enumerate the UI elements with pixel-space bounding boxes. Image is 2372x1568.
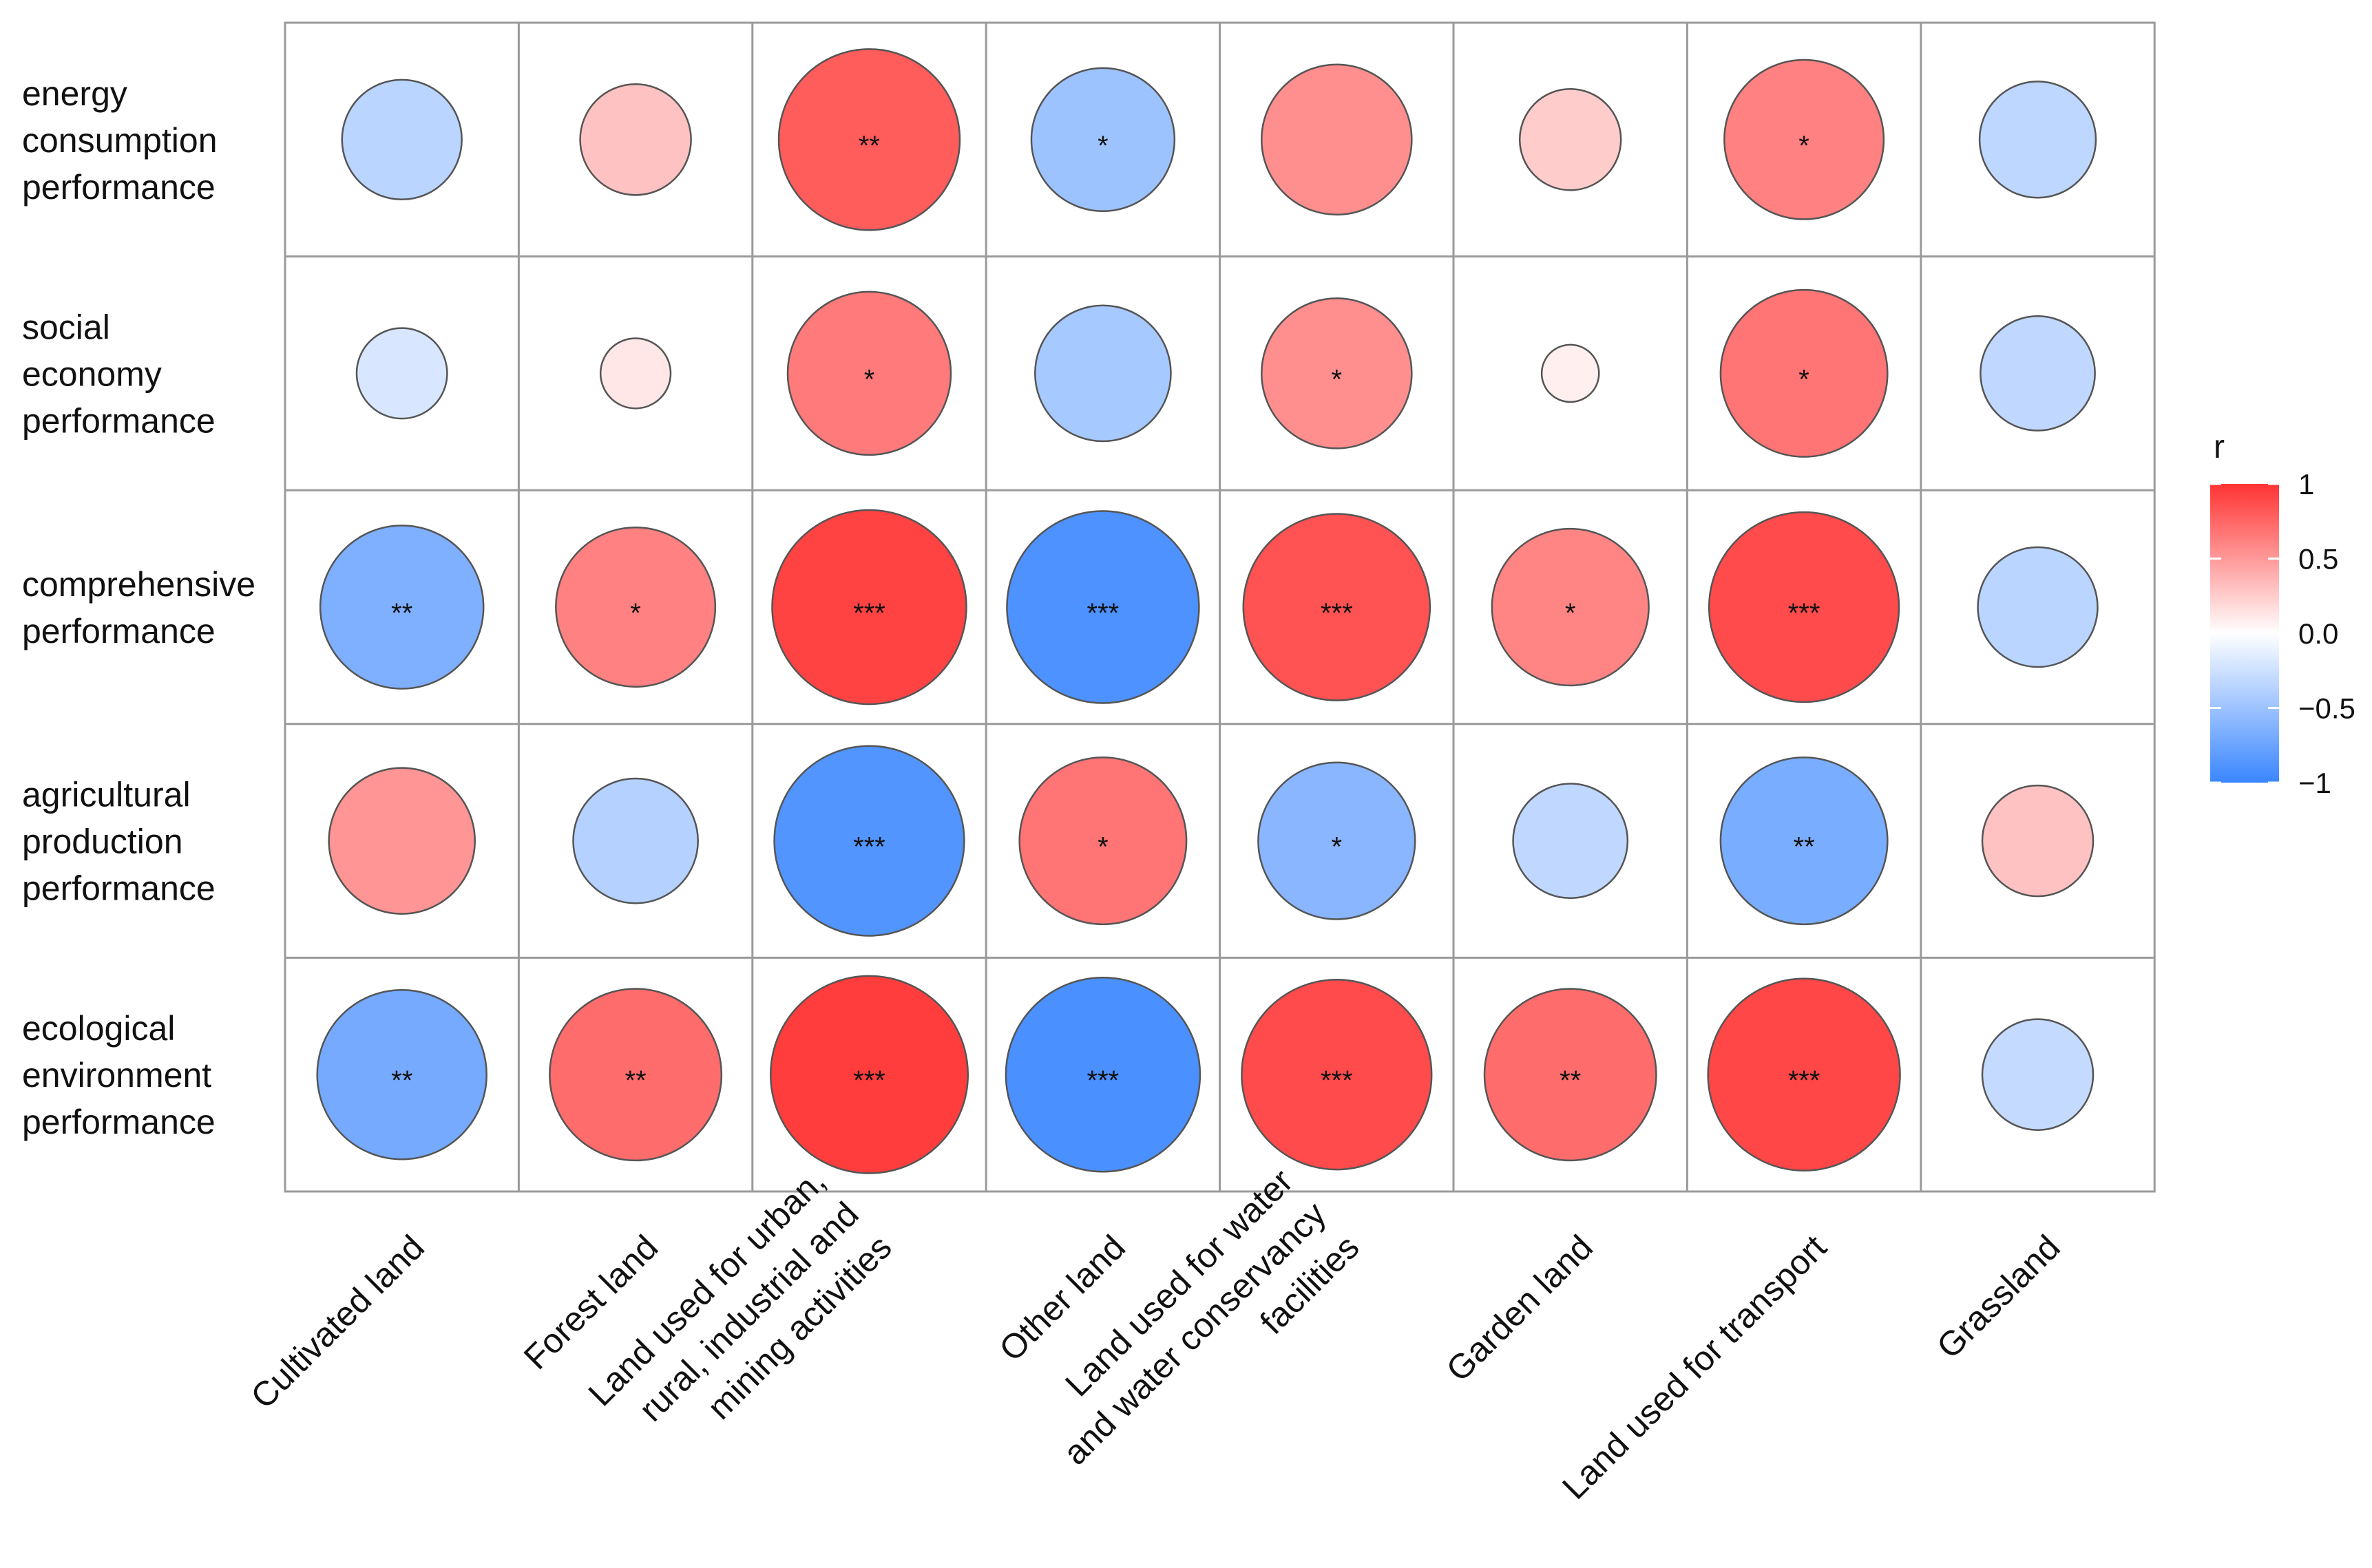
corr-circle xyxy=(1708,511,1900,703)
row-label: energy consumption performance xyxy=(22,74,218,206)
column-label: Cultivated land xyxy=(243,1228,431,1416)
column-label: Land used for urban,rural, industrial an… xyxy=(581,1161,899,1479)
significance-mark: * xyxy=(1332,364,1343,394)
legend-ticks: 1 0.5 0.0 −0.5 −1 xyxy=(2210,468,2355,799)
significance-mark: *** xyxy=(1321,1066,1353,1096)
row-label: social economy performance xyxy=(22,308,216,440)
significance-mark: * xyxy=(1798,131,1809,161)
corr-circle xyxy=(1723,59,1885,220)
significance-mark: ** xyxy=(625,1066,647,1096)
corr-circle xyxy=(572,777,699,904)
legend-tick-label: −0.5 xyxy=(2298,692,2355,725)
column-label: Garden land xyxy=(1439,1228,1600,1389)
corr-circle xyxy=(773,745,965,937)
significance-mark: ** xyxy=(1794,832,1815,862)
column-label: Land used for waterand water conservancy… xyxy=(1022,1161,1366,1505)
corr-circle xyxy=(777,48,961,231)
corr-circle xyxy=(1980,315,2096,432)
legend-tick-label: 1 xyxy=(2298,468,2314,500)
corr-circle xyxy=(316,988,487,1161)
corr-circle xyxy=(549,988,723,1162)
corr-circle xyxy=(599,337,672,410)
column-label-text: Land used for urban,rural, industrial an… xyxy=(581,1161,899,1479)
corr-circle xyxy=(1707,977,1901,1172)
column-label-text: Land used for transport xyxy=(1555,1228,1834,1507)
corr-circle xyxy=(555,527,717,688)
significance-mark: * xyxy=(1565,598,1576,628)
corr-circle xyxy=(1483,988,1657,1162)
significance-mark: * xyxy=(1332,832,1343,862)
corr-circle xyxy=(1242,513,1431,701)
corr-circle xyxy=(1977,546,2099,668)
significance-mark: *** xyxy=(1321,598,1353,628)
significance-mark: *** xyxy=(853,832,885,862)
column-label-text: Garden land xyxy=(1439,1228,1600,1389)
significance-mark: *** xyxy=(1087,1066,1120,1096)
row-label: agricultural production performance xyxy=(22,776,216,908)
significance-mark: ** xyxy=(391,598,412,628)
row-label: comprehensive performance xyxy=(22,565,255,650)
column-label-text: Land used for waterand water conservancy… xyxy=(1022,1161,1366,1505)
corr-circle xyxy=(769,975,969,1174)
column-label-text: Cultivated land xyxy=(243,1228,431,1416)
legend-title: r xyxy=(2214,429,2225,465)
significance-mark: * xyxy=(1098,832,1109,862)
significance-mark: ** xyxy=(859,131,880,161)
corr-circle xyxy=(1981,1018,2095,1131)
corr-circle xyxy=(1018,756,1188,926)
legend-tick-label: 0.0 xyxy=(2298,617,2338,650)
corr-circle xyxy=(1491,527,1650,687)
corr-circle xyxy=(1030,67,1176,212)
corr-circle xyxy=(1241,979,1433,1171)
significance-mark: ** xyxy=(1560,1066,1581,1096)
row-label: ecological environment performance xyxy=(22,1009,216,1141)
significance-mark: *** xyxy=(1788,1066,1820,1096)
legend-tick-label: −1 xyxy=(2298,767,2331,799)
chart-circles: ** * ** * *** * *** *** *** * ****** * * **** ** *** ***… xyxy=(316,48,2099,1174)
corr-circle xyxy=(771,509,967,706)
corr-circle xyxy=(1257,761,1416,920)
corr-circle xyxy=(1719,756,1889,926)
significance-mark: * xyxy=(864,364,875,394)
corr-circle xyxy=(1034,304,1172,443)
significance-mark: * xyxy=(1798,364,1809,394)
corr-circle xyxy=(786,290,952,456)
corr-circle xyxy=(355,327,448,420)
corr-circle xyxy=(1981,784,2095,898)
corr-circle xyxy=(1518,88,1622,191)
row-labels: energy consumption performance social econom… xyxy=(22,74,255,1141)
corr-circle xyxy=(1512,783,1629,900)
corr-circle xyxy=(1978,81,2097,199)
legend-color-bar xyxy=(2210,484,2279,783)
corr-circle xyxy=(328,767,476,915)
corr-circle xyxy=(579,83,692,196)
column-label: Land used for transport xyxy=(1555,1228,1834,1507)
corr-circle xyxy=(1006,510,1200,704)
significance-mark: *** xyxy=(1788,598,1820,628)
color-legend: r 1 0.5 0.0 −0.5 −1 xyxy=(2210,429,2355,799)
corr-circle xyxy=(1540,343,1600,403)
significance-mark: * xyxy=(630,598,641,628)
legend-tick-label: 0.5 xyxy=(2298,543,2338,575)
corr-circle xyxy=(1261,297,1413,449)
corr-circle xyxy=(1005,976,1201,1173)
corr-circle xyxy=(341,78,463,201)
corr-circle xyxy=(319,525,485,690)
significance-mark: *** xyxy=(853,598,885,628)
significance-mark: *** xyxy=(853,1066,885,1096)
column-label: Grassland xyxy=(1929,1228,2068,1366)
significance-mark: *** xyxy=(1087,598,1120,628)
significance-mark: * xyxy=(1098,131,1109,161)
significance-mark: ** xyxy=(391,1066,412,1096)
column-label-text: Grassland xyxy=(1929,1228,2068,1366)
corr-circle xyxy=(1719,288,1889,458)
corr-circle xyxy=(1261,63,1413,216)
